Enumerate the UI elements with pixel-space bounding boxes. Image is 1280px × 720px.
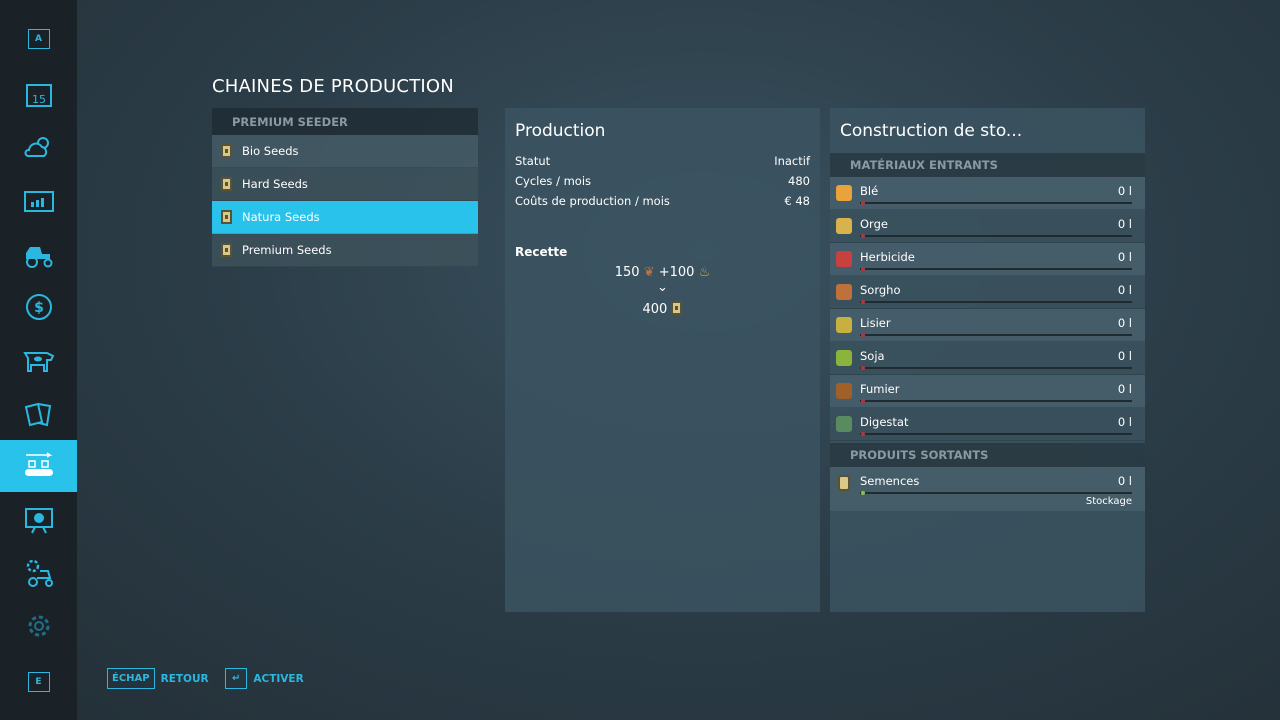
activate-button[interactable]: ↵ ACTIVER [225,668,304,689]
recipe-inputs: 150 ❦ +100 ♨ [614,265,711,280]
list-item-bio-seeds[interactable]: Bio Seeds [212,135,478,168]
sidebar-item-vehicle-settings[interactable] [0,547,77,599]
soybean-icon [836,350,852,366]
page-right-key[interactable]: E [0,656,77,708]
list-header: PREMIUM SEEDER [212,108,478,135]
slurry-icon [836,317,852,333]
tractor-icon [25,247,52,268]
sidebar-item-statistics[interactable] [0,175,77,227]
back-button[interactable]: ÉCHAP RETOUR [107,668,209,689]
output-row-semences[interactable]: Semences 0 l Stockage [830,467,1145,512]
input-row[interactable]: Digestat 0 l [830,408,1145,441]
sidebar-item-finances[interactable]: $ [0,281,77,333]
input-row[interactable]: Lisier 0 l [830,309,1145,342]
fill-bar [860,333,1132,337]
contracts-icon [24,402,51,427]
fill-bar [860,201,1132,205]
seeds-icon [221,243,232,257]
fill-bar [860,366,1132,370]
sidebar-item-production[interactable] [0,440,77,492]
chevron-down-icon: ⌄ [657,280,668,295]
fill-bar [860,432,1132,436]
presentation-icon [24,508,53,534]
input-row[interactable]: Orge 0 l [830,210,1145,243]
digestate-icon [836,416,852,432]
animals-icon [22,352,54,372]
storage-title: Construction de sto... [840,121,1023,141]
production-title: Production [515,121,606,141]
svg-text:15: 15 [32,93,46,106]
calendar-icon: 15 [25,84,52,107]
seeds-icon [221,210,232,224]
storage-panel: Construction de sto... MATÉRIAUX ENTRANT… [830,108,1145,612]
list-item-hard-seeds[interactable]: Hard Seeds [212,168,478,201]
herbicide-icon [836,251,852,267]
costs-row: Coûts de production / mois € 48 [515,194,810,208]
page-title: CHAINES DE PRODUCTION [212,76,454,97]
sorghum-icon [836,284,852,300]
list-item-natura-seeds[interactable]: Natura Seeds [212,201,478,234]
production-chain-list: PREMIUM SEEDER Bio Seeds Hard Seeds Natu… [212,108,478,267]
input-row[interactable]: Blé 0 l [830,177,1145,210]
sidebar-item-settings[interactable] [0,600,77,652]
production-panel: Production Statut Inactif Cycles / mois 48… [505,108,820,612]
sidebar-item-contracts[interactable] [0,388,77,440]
sorghum-icon: ❦ [643,265,655,280]
fill-bar [860,234,1132,238]
settings-icon [28,615,49,637]
finance-icon: $ [25,294,52,320]
input-row[interactable]: Soja 0 l [830,342,1145,375]
production-icon [24,452,53,476]
fill-bar [860,300,1132,304]
statistics-icon [23,191,54,212]
vehicle-settings-icon [26,559,53,587]
seeds-icon [221,144,232,158]
sidebar-item-calendar[interactable]: 15 [0,69,77,121]
seeds-icon [671,301,683,315]
wheat-icon [836,185,852,201]
weather-icon [23,137,49,157]
recipe-title: Recette [515,245,568,259]
inputs-header: MATÉRIAUX ENTRANTS [830,153,1145,177]
slurry-icon: ♨ [698,265,711,280]
sidebar-item-presentation[interactable] [0,494,77,546]
sidebar-item-vehicles[interactable] [0,228,77,280]
seeds-icon [838,475,850,491]
sidebar-item-animals[interactable] [0,334,77,386]
seeds-icon [221,177,232,191]
recipe-output: 400 [505,301,820,317]
barley-icon [836,218,852,234]
svg-text:$: $ [34,300,44,316]
page-left-key[interactable]: A [0,13,77,65]
manure-icon [836,383,852,399]
status-row: Statut Inactif [515,154,810,168]
cycles-row: Cycles / mois 480 [515,174,810,188]
list-item-premium-seeds[interactable]: Premium Seeds [212,234,478,267]
fill-bar [860,399,1132,403]
sidebar: A 15 $ E [0,0,77,720]
fill-bar [860,267,1132,271]
sidebar-item-weather[interactable] [0,121,77,173]
input-row[interactable]: Fumier 0 l [830,375,1145,408]
fill-bar [860,491,1132,495]
input-row[interactable]: Sorgho 0 l [830,276,1145,309]
input-row[interactable]: Herbicide 0 l [830,243,1145,276]
outputs-header: PRODUITS SORTANTS [830,443,1145,467]
